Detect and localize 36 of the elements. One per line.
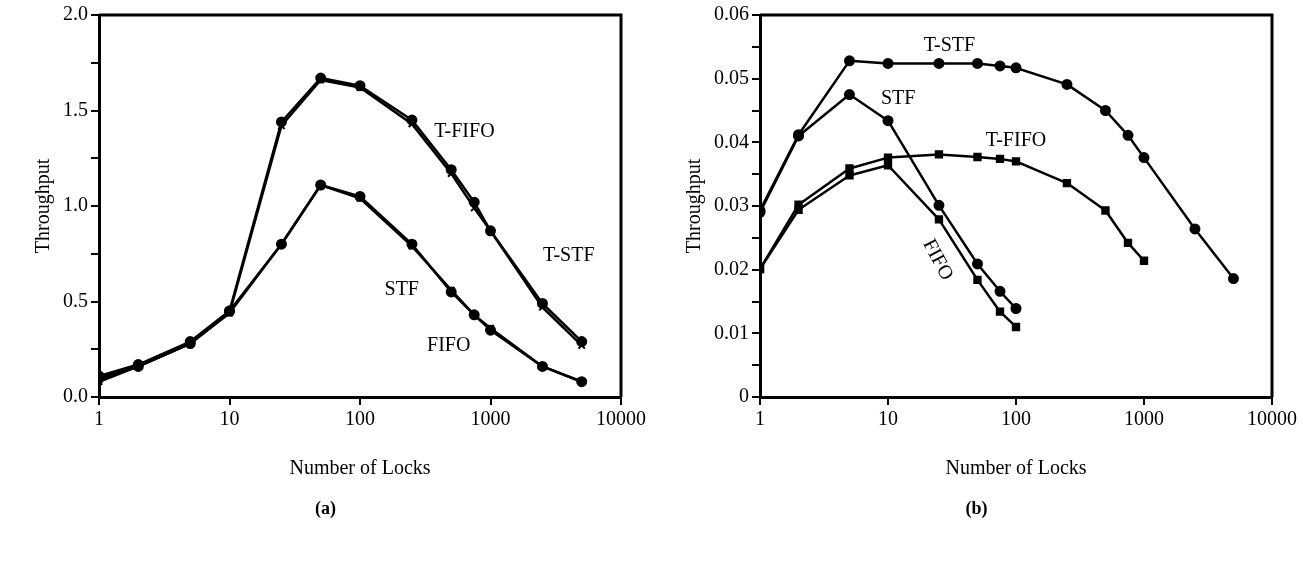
x-tick-label: 10000	[596, 407, 646, 430]
x-tick-label: 100	[1001, 407, 1031, 430]
y-tick-label: 1.5	[63, 97, 88, 120]
text: (b)	[964, 498, 989, 519]
y-tick-label: 0	[739, 384, 749, 407]
x-tick-label: 1000	[1124, 407, 1164, 430]
y-tick-label: 0.0	[63, 384, 88, 407]
series-label: FIFO	[427, 332, 471, 355]
y-tick-label: 0.02	[714, 256, 749, 279]
y-tick-label: 0.06	[714, 2, 749, 25]
series-label: T-FIFO	[985, 128, 1047, 151]
series-label: T-FIFO	[434, 118, 495, 141]
text: (a)	[314, 498, 337, 519]
x-axis-title: Number of Locks	[289, 456, 431, 479]
y-tick-label: 0.01	[714, 320, 749, 343]
y-axis-title: Throughput	[31, 158, 55, 254]
series-label: T-STF	[923, 32, 976, 55]
series-label: T-STF	[543, 242, 595, 265]
y-tick-label: 0.5	[63, 288, 88, 311]
x-tick-label: 10000	[1247, 407, 1297, 430]
series-label: STF	[881, 86, 916, 109]
y-tick-label: 0.03	[714, 193, 749, 216]
y-tick-label: 0.04	[714, 129, 749, 152]
x-tick-label: 1000	[470, 407, 511, 430]
x-tick-label: 100	[345, 407, 375, 430]
y-axis-title: Throughput	[682, 158, 706, 254]
text: FIFO	[919, 235, 960, 284]
x-axis-title: Number of Locks	[945, 456, 1087, 479]
x-tick-label: 10	[219, 407, 240, 430]
y-tick-label: 0.05	[714, 65, 749, 88]
series-label: STF	[384, 277, 419, 300]
x-tick-label: 10	[878, 407, 898, 430]
x-tick-label: 1	[94, 407, 104, 430]
y-tick-label: 2.0	[63, 2, 88, 25]
x-tick-label: 1	[755, 407, 765, 430]
y-tick-label: 1.0	[63, 193, 88, 216]
